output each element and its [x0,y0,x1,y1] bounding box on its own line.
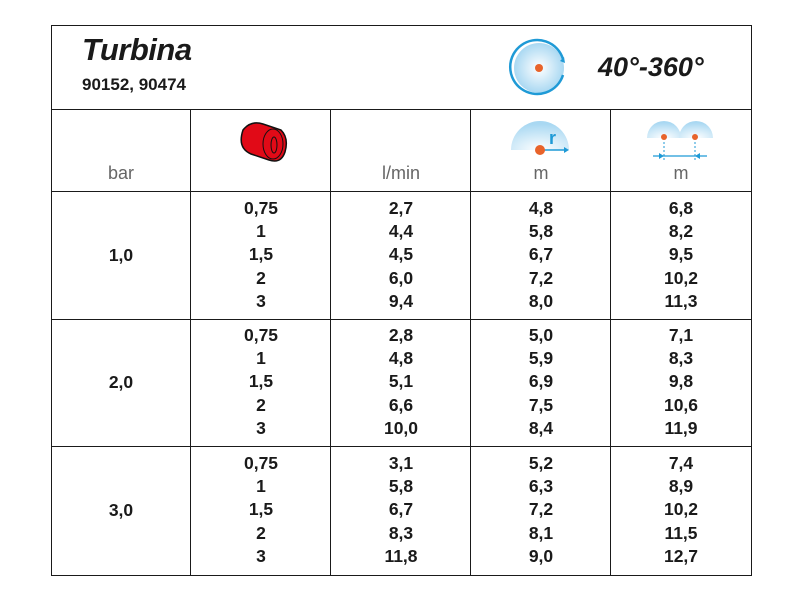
spacing-value: 7,4 [668,453,694,473]
nozzle-value: 0,75 [243,453,279,473]
divider [470,110,471,575]
angle-range: 40°-360° [598,52,704,82]
flow-value: 9,4 [388,290,414,311]
spacing-value: 11,3 [664,290,698,311]
nozzle-value: 1,5 [248,244,274,265]
product-codes: 90152, 90474 [82,75,186,94]
radius-value: 8,1 [528,522,554,543]
flow-value: 6,7 [388,499,414,520]
nozzle-value: 2 [256,394,266,415]
pressure-value: 1,0 [108,245,134,265]
unit-radius: m [533,163,549,183]
nozzle-value: 2 [256,267,266,288]
radius-label: r [549,128,556,148]
spacing-value: 9,8 [668,371,694,392]
divider [51,319,752,320]
radius-value: 8,0 [528,290,554,311]
nozzle-value: 1,5 [248,371,274,392]
radius-value: 6,3 [528,476,554,497]
nozzle-value: 1 [256,221,266,242]
table-frame [51,25,752,576]
radius-value: 7,2 [528,267,554,288]
nozzle-value: 1 [256,476,266,497]
nozzle-value: 3 [256,545,266,566]
radius-value: 8,4 [528,417,554,438]
unit-flow: l/min [381,163,420,183]
nozzle-value: 3 [256,290,266,311]
radius-value: 7,5 [528,394,554,415]
flow-value: 11,8 [384,545,418,566]
radius-value: 7,2 [528,499,554,520]
radius-value: 6,7 [528,244,554,265]
flow-value: 2,7 [388,198,414,218]
spacing-value: 10,2 [663,267,699,288]
divider [51,446,752,447]
radius-value: 5,9 [528,348,554,369]
radius-value: 5,0 [528,325,554,345]
nozzle-value: 1,5 [248,499,274,520]
spacing-value: 6,8 [668,198,694,218]
nozzle-value: 0,75 [243,198,279,218]
spacing-value: 8,2 [668,221,694,242]
divider [190,110,191,575]
flow-value: 4,8 [388,348,414,369]
radius-icon: r [511,121,569,155]
radius-value: 5,8 [528,221,554,242]
nozzle-icon [240,122,288,162]
radius-value: 4,8 [528,198,554,218]
spacing-value: 8,9 [668,476,694,497]
spacing-value: 12,7 [663,545,699,566]
flow-value: 6,0 [388,267,414,288]
nozzle-value: 2 [256,522,266,543]
spacing-value: 10,2 [663,499,699,520]
flow-value: 10,0 [383,417,419,438]
divider [51,191,752,192]
spacing-icon [647,121,713,160]
divider [330,110,331,575]
unit-spacing: m [673,163,689,183]
flow-value: 5,1 [388,371,414,392]
flow-value: 2,8 [388,325,414,345]
radius-value: 6,9 [528,371,554,392]
nozzle-value: 3 [256,417,266,438]
flow-value: 6,6 [388,394,414,415]
spacing-value: 11,5 [664,522,698,543]
divider [610,110,611,575]
flow-value: 5,8 [388,476,414,497]
divider [51,109,752,110]
unit-bar: bar [107,163,134,183]
spacing-value: 11,9 [664,417,698,438]
nozzle-value: 0,75 [243,325,279,345]
nozzle-value: 1 [256,348,266,369]
spacing-value: 8,3 [668,348,694,369]
product-title: Turbina [82,32,192,67]
flow-value: 8,3 [388,522,414,543]
spacing-value: 10,6 [663,394,699,415]
spacing-value: 7,1 [668,325,694,345]
rotation-circle-icon [508,38,565,96]
pressure-value: 3,0 [108,500,134,520]
pressure-value: 2,0 [108,372,134,392]
radius-value: 9,0 [528,545,554,566]
spacing-value: 9,5 [668,244,694,265]
flow-value: 4,5 [388,244,414,265]
flow-value: 3,1 [388,453,414,473]
flow-value: 4,4 [388,221,414,242]
radius-value: 5,2 [528,453,554,473]
